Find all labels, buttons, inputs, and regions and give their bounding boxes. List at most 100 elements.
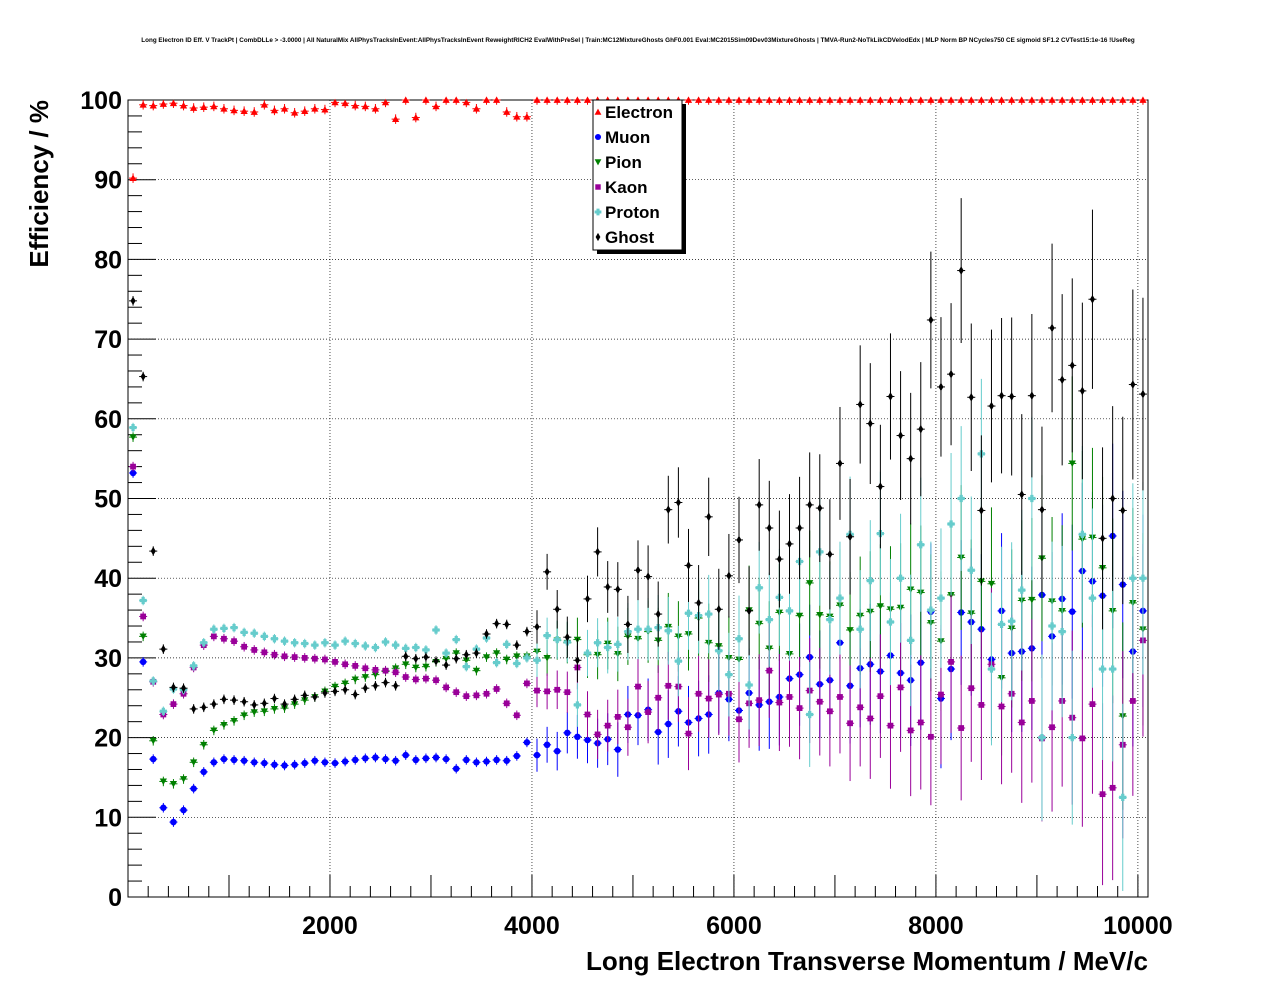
data-point — [301, 107, 309, 115]
legend-marker — [594, 159, 602, 166]
data-point — [361, 674, 369, 681]
data-point — [978, 506, 984, 515]
data-point — [332, 659, 338, 665]
data-point — [1109, 96, 1117, 103]
data-point — [857, 400, 863, 409]
data-point — [200, 639, 208, 647]
data-point — [412, 113, 420, 121]
data-point — [553, 747, 561, 755]
data-point — [927, 733, 934, 740]
data-point — [311, 641, 319, 649]
data-point — [948, 659, 954, 665]
data-point — [1129, 574, 1137, 582]
data-point — [240, 628, 248, 636]
data-point — [807, 500, 813, 510]
data-point — [371, 643, 380, 652]
legend-label: Proton — [605, 203, 660, 222]
data-point — [442, 655, 450, 663]
data-point — [181, 683, 187, 693]
data-point — [999, 391, 1005, 401]
data-point — [937, 96, 945, 103]
data-point — [917, 541, 925, 549]
data-point — [361, 102, 369, 110]
data-point — [1008, 96, 1016, 103]
data-point — [917, 719, 924, 726]
data-point — [251, 700, 257, 710]
data-point — [261, 759, 268, 767]
legend-label: Electron — [605, 103, 673, 122]
data-point — [412, 756, 420, 764]
data-point — [1068, 460, 1076, 468]
data-point — [927, 606, 935, 614]
data-point — [402, 661, 410, 668]
data-point — [382, 755, 389, 763]
data-point — [625, 620, 631, 629]
data-point — [462, 663, 470, 671]
data-point — [392, 641, 400, 649]
data-point — [503, 700, 510, 707]
data-point — [604, 643, 612, 652]
data-point — [483, 690, 490, 697]
data-point — [968, 685, 975, 692]
data-point — [190, 104, 198, 111]
data-point — [493, 686, 500, 692]
data-point — [675, 498, 681, 507]
data-point — [523, 113, 531, 120]
data-point — [169, 99, 178, 107]
data-point — [524, 680, 530, 687]
data-point — [473, 759, 480, 766]
data-point — [130, 463, 136, 470]
data-point — [987, 96, 996, 103]
data-point — [806, 580, 814, 587]
data-point — [543, 96, 551, 103]
data-point — [462, 657, 470, 664]
data-point — [866, 576, 874, 585]
data-point — [191, 704, 197, 714]
data-point — [827, 549, 833, 559]
data-point — [311, 757, 319, 764]
data-point — [383, 678, 389, 687]
data-point — [129, 434, 137, 441]
data-point — [887, 392, 893, 401]
data-point — [1069, 361, 1075, 370]
data-point — [887, 722, 894, 729]
series-layer — [129, 96, 1147, 892]
data-point — [139, 596, 147, 605]
legend-label: Muon — [605, 128, 650, 147]
data-point — [705, 695, 712, 702]
data-point — [220, 105, 228, 112]
data-point — [270, 635, 279, 643]
data-point — [654, 728, 662, 736]
data-point — [837, 694, 843, 700]
data-point — [503, 108, 511, 115]
data-point — [1120, 506, 1126, 515]
data-point — [896, 574, 905, 582]
data-point — [301, 639, 309, 648]
data-point — [635, 683, 641, 690]
data-point — [129, 423, 137, 432]
data-point — [452, 635, 460, 644]
y-tick-label: 60 — [94, 406, 122, 434]
data-point — [403, 651, 409, 661]
data-point — [231, 695, 237, 705]
data-point — [1100, 534, 1106, 543]
data-point — [321, 639, 329, 647]
legend-label: Kaon — [605, 178, 648, 197]
data-point — [341, 758, 349, 765]
data-point — [301, 759, 308, 767]
data-point — [453, 654, 459, 664]
data-point — [503, 757, 510, 764]
data-point — [139, 658, 147, 666]
chart-title: Long Electron ID Eff. V TrackPt | CombDL… — [141, 37, 1135, 44]
data-point — [311, 655, 318, 662]
data-point — [179, 776, 188, 783]
data-point — [645, 709, 651, 715]
data-point — [544, 688, 550, 695]
data-point — [482, 654, 491, 661]
y-tick-label: 10 — [94, 804, 122, 832]
data-point — [583, 96, 592, 103]
data-point — [493, 756, 500, 764]
data-point — [553, 96, 561, 103]
legend-marker — [594, 108, 602, 115]
data-point — [817, 503, 823, 513]
